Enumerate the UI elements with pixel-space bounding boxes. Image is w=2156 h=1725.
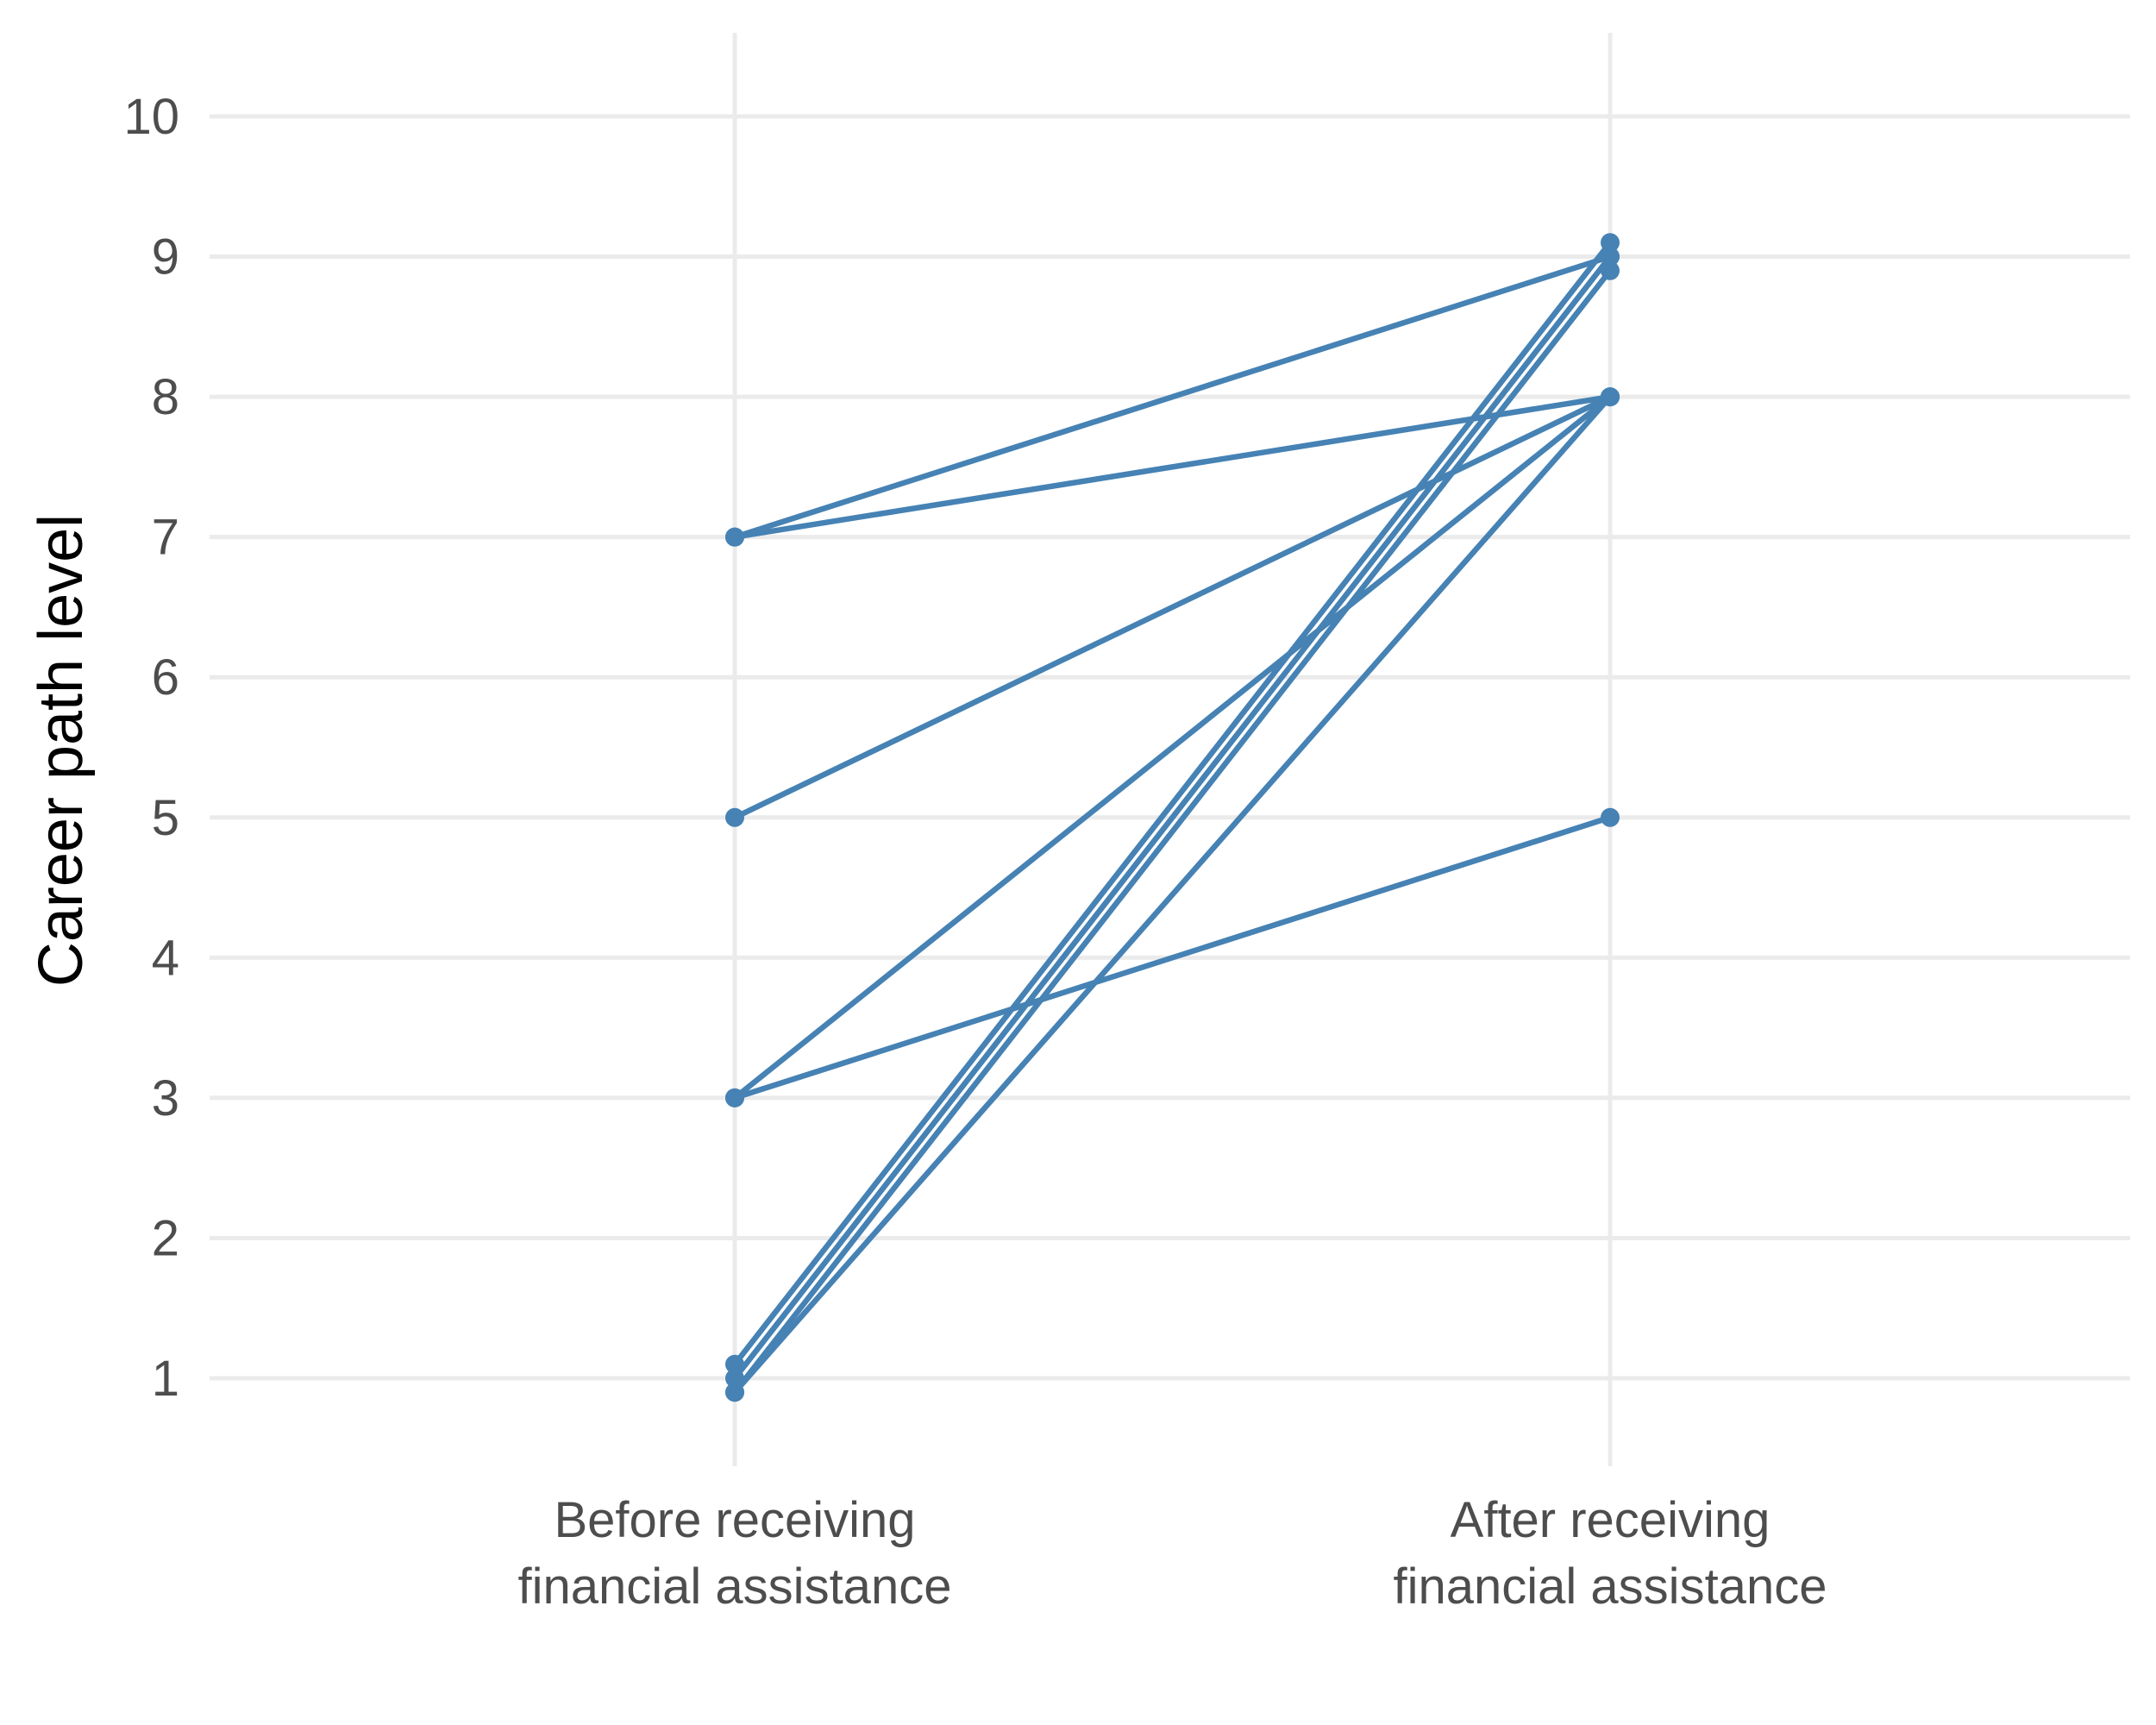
series-line-5 xyxy=(731,240,1614,1367)
y-tick-label: 2 xyxy=(152,1210,179,1266)
series-line-8 xyxy=(731,393,1614,1396)
y-tick-label: 9 xyxy=(152,229,179,285)
y-tick-label: 1 xyxy=(152,1351,179,1407)
series-line-2 xyxy=(731,393,1614,821)
series-line-7 xyxy=(731,267,1614,1396)
y-tick-label: 4 xyxy=(152,930,179,986)
series-line-1 xyxy=(731,393,1614,540)
x-tick-label: After receiving financial assistance xyxy=(1394,1492,1827,1615)
data-point-6-1 xyxy=(1601,247,1620,267)
data-point-1-0 xyxy=(725,527,744,547)
y-tick-labels: 1 2 3 4 5 6 7 8 9 10 xyxy=(123,89,179,1407)
data-point-8-1 xyxy=(1601,387,1620,407)
y-tick-label: 5 xyxy=(152,790,179,846)
x-tick-labels: Before receiving financial assistance Afte… xyxy=(518,1492,1827,1615)
series-lines xyxy=(731,240,1614,1396)
x-tick-label: Before receiving financial assistance xyxy=(518,1492,952,1615)
y-tick-label: 7 xyxy=(152,510,179,566)
series-line-6 xyxy=(731,254,1614,1382)
data-point-4-0 xyxy=(725,1088,744,1107)
data-point-2-0 xyxy=(725,807,744,827)
series-line-3 xyxy=(731,393,1614,1101)
y-tick-label: 8 xyxy=(152,369,179,425)
y-axis-label: Career path level xyxy=(27,514,96,987)
y-tick-label: 3 xyxy=(152,1070,179,1126)
data-point-6-0 xyxy=(725,1369,744,1388)
data-point-4-1 xyxy=(1601,807,1620,827)
data-point-5-0 xyxy=(725,1354,744,1374)
data-point-7-1 xyxy=(1601,260,1620,280)
data-point-8-0 xyxy=(725,1383,744,1402)
series-line-0 xyxy=(731,254,1614,540)
y-tick-label: 10 xyxy=(123,89,179,145)
series-line-4 xyxy=(731,814,1614,1101)
series-points xyxy=(725,233,1620,1402)
data-point-5-1 xyxy=(1601,233,1620,253)
y-tick-label: 6 xyxy=(152,649,179,706)
